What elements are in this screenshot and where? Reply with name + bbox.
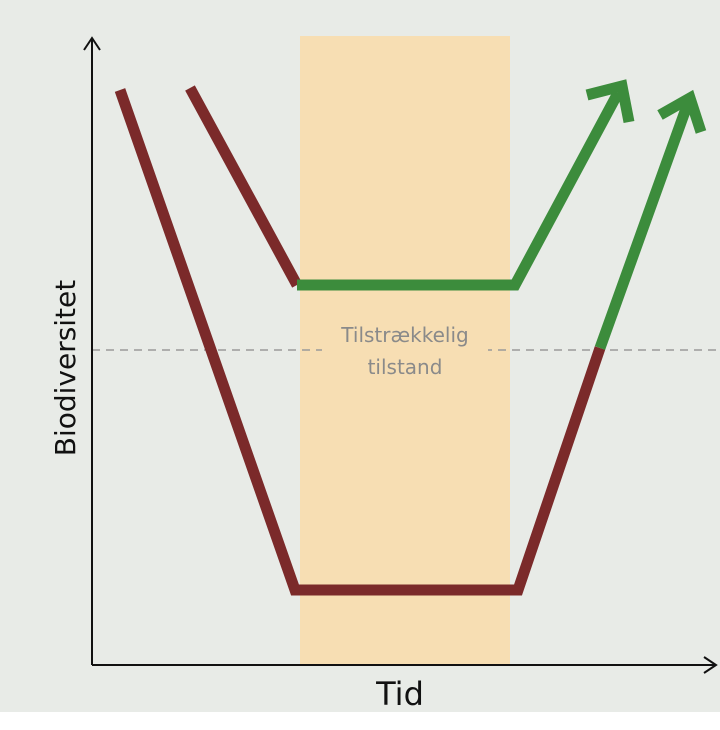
threshold-label: Tilstrækkelig xyxy=(340,323,468,347)
y-axis-arrow xyxy=(83,36,101,51)
recovery-path xyxy=(594,101,694,350)
decline-path xyxy=(114,88,606,596)
x-axis-arrow xyxy=(703,656,718,674)
decline-path xyxy=(185,85,302,288)
threshold-label-bg xyxy=(322,318,488,382)
recovery-path xyxy=(297,90,623,291)
y-axis-label: Biodiversitet xyxy=(49,280,82,457)
recovery-arrow xyxy=(585,79,635,124)
threshold-label: tilstand xyxy=(368,355,443,379)
x-axis-label: Tid xyxy=(375,675,424,713)
trajectory-low xyxy=(114,88,707,596)
recovery-arrow xyxy=(657,89,707,134)
axes xyxy=(83,36,718,674)
trajectory-high xyxy=(185,79,635,291)
